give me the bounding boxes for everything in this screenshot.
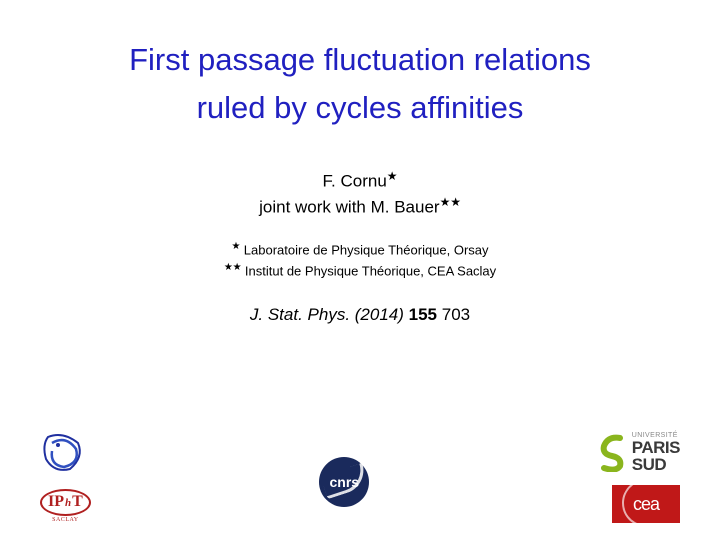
author-primary-mark: ★: [387, 169, 398, 183]
author-joint: joint work with M. Bauer: [259, 198, 439, 217]
cea-logo-icon: cea: [612, 485, 680, 523]
affil1-text: Laboratoire de Physique Théorique, Orsay: [240, 243, 488, 258]
logo-col-center: cnrs: [319, 457, 369, 523]
affil2-text: Institut de Physique Théorique, CEA Sacl…: [241, 263, 496, 278]
cnrs-label: cnrs: [330, 474, 360, 490]
ipht-logo-icon: IPhT SACLAY: [40, 489, 91, 523]
citation-page: 703: [437, 305, 470, 324]
paris-sud-logo-icon: UNIVERSITÉ PARIS SUD: [598, 432, 680, 473]
affil2-mark: ★★: [224, 262, 241, 273]
citation-volume: 155: [409, 305, 437, 324]
lpt-logo-icon: [40, 429, 86, 475]
cnrs-logo-icon: cnrs: [319, 457, 369, 507]
psud-sud: SUD: [632, 456, 680, 473]
affiliation-block: ★ Laboratoire de Physique Théorique, Ors…: [40, 240, 680, 280]
author-joint-mark: ★★: [440, 195, 461, 209]
ipht-sub-label: SACLAY: [40, 517, 91, 523]
slide: First passage fluctuation relations rule…: [0, 0, 720, 541]
logo-col-left: IPhT SACLAY: [40, 429, 91, 523]
citation: J. Stat. Phys. (2014) 155 703: [40, 305, 680, 325]
citation-journal: J. Stat. Phys. (2014): [250, 305, 409, 324]
title-line-1: First passage fluctuation relations: [129, 42, 591, 77]
affil1-mark: ★: [231, 241, 240, 252]
slide-title: First passage fluctuation relations rule…: [40, 36, 680, 132]
logo-row: IPhT SACLAY cnrs UNIVERSITÉ PARIS SUD: [40, 429, 680, 523]
author-primary: F. Cornu: [323, 172, 387, 191]
logo-col-right: UNIVERSITÉ PARIS SUD cea: [598, 432, 680, 523]
author-block: F. Cornu★ joint work with M. Bauer★★: [40, 168, 680, 220]
title-line-2: ruled by cycles affinities: [197, 90, 524, 125]
psud-paris: PARIS: [632, 439, 680, 456]
